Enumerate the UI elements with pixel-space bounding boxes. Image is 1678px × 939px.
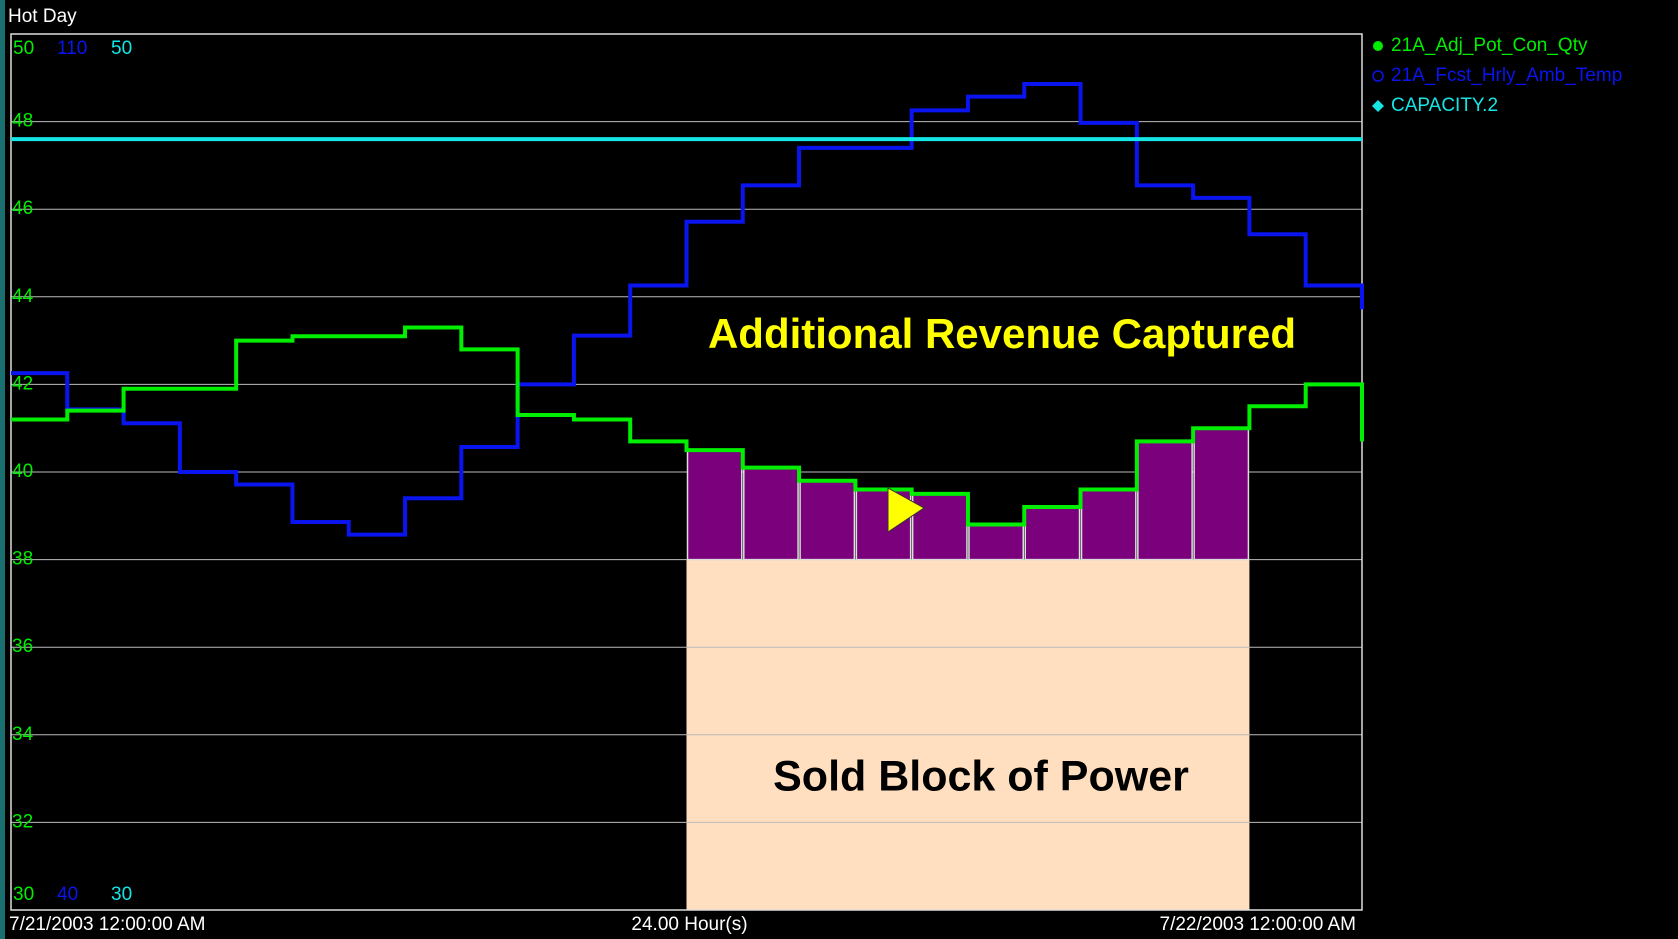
revenue-bar [1024,506,1081,561]
y-tick-label: 48 [12,111,33,132]
y-tick-label: 32 [12,811,33,832]
axis-min-label: 30 [13,884,34,905]
series-line [11,325,1364,527]
y-tick-label: 44 [12,286,34,307]
left-edge [0,0,5,939]
legend-label: CAPACITY.2 [1391,95,1498,116]
annotation: Additional Revenue Captured [708,310,1296,357]
legend-label: 21A_Fcst_Hrly_Amb_Temp [1391,65,1622,86]
legend-marker [1372,100,1384,112]
x-axis-label: 7/22/2003 12:00:00 AM [1160,914,1357,935]
y-tick-label: 46 [12,198,33,219]
axis-max-label: 50 [111,38,132,59]
chart-title: Hot Day [8,6,77,27]
revenue-bar [968,523,1024,561]
legend-marker [1373,41,1383,51]
plot-frame [10,33,1363,911]
x-axis-label: 7/21/2003 12:00:00 AM [9,914,206,935]
x-axis-label: 24.00 Hour(s) [631,914,747,935]
y-tick-label: 42 [12,373,33,394]
revenue-bar [911,493,968,561]
revenue-bar [1080,488,1137,561]
legend-marker [1372,70,1384,82]
axis-max-label: 50 [13,38,34,59]
revenue-bar [1193,427,1250,561]
cursor [887,487,925,533]
y-tick-label: 40 [12,461,33,482]
y-tick-label: 36 [12,636,33,657]
legend-label: 21A_Adj_Pot_Con_Qty [1391,35,1588,56]
axis-min-label: 30 [111,884,132,905]
annotation: Sold Block of Power [773,752,1189,800]
series-line [11,82,1364,537]
axis-max-label: 110 [57,38,87,59]
revenue-bar [799,480,856,561]
revenue-bar [1137,440,1193,561]
y-tick-label: 34 [12,724,34,745]
axis-min-label: 40 [57,884,78,905]
y-tick-label: 38 [12,549,33,570]
revenue-bar [743,466,799,561]
revenue-bar [686,449,743,561]
